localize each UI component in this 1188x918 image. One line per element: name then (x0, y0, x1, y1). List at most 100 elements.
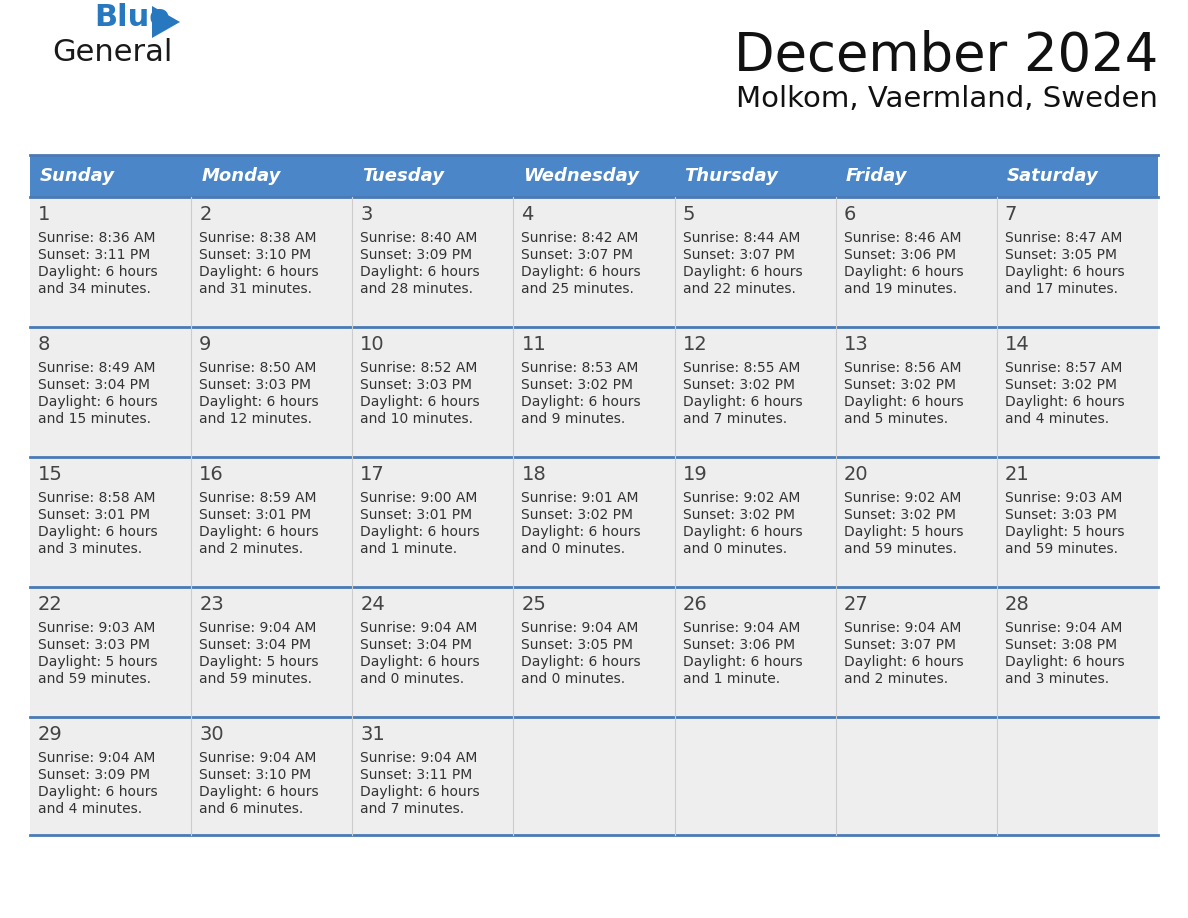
Text: 27: 27 (843, 595, 868, 614)
Text: Sunrise: 8:49 AM: Sunrise: 8:49 AM (38, 361, 156, 375)
Text: Sunset: 3:01 PM: Sunset: 3:01 PM (38, 508, 150, 522)
Text: and 4 minutes.: and 4 minutes. (1005, 412, 1108, 426)
Text: Daylight: 6 hours: Daylight: 6 hours (683, 395, 802, 409)
Text: Sunrise: 8:42 AM: Sunrise: 8:42 AM (522, 231, 639, 245)
Text: Sunset: 3:05 PM: Sunset: 3:05 PM (522, 638, 633, 652)
Bar (353, 587, 513, 717)
Text: Sunrise: 8:46 AM: Sunrise: 8:46 AM (843, 231, 961, 245)
Bar (675, 587, 835, 717)
Text: Sunset: 3:05 PM: Sunset: 3:05 PM (1005, 248, 1117, 262)
Text: Sunset: 3:03 PM: Sunset: 3:03 PM (38, 638, 150, 652)
Text: Sunset: 3:04 PM: Sunset: 3:04 PM (360, 638, 473, 652)
Text: Daylight: 6 hours: Daylight: 6 hours (843, 395, 963, 409)
Bar (835, 717, 997, 835)
Text: and 2 minutes.: and 2 minutes. (843, 672, 948, 686)
Text: Daylight: 6 hours: Daylight: 6 hours (683, 265, 802, 279)
Text: Sunrise: 9:03 AM: Sunrise: 9:03 AM (1005, 491, 1123, 505)
Text: Daylight: 6 hours: Daylight: 6 hours (683, 525, 802, 539)
Text: Sunset: 3:02 PM: Sunset: 3:02 PM (843, 508, 955, 522)
Text: Daylight: 6 hours: Daylight: 6 hours (200, 525, 318, 539)
Bar (353, 155, 513, 197)
Text: Daylight: 6 hours: Daylight: 6 hours (1005, 655, 1125, 669)
Text: Sunrise: 8:59 AM: Sunrise: 8:59 AM (200, 491, 317, 505)
Text: 23: 23 (200, 595, 223, 614)
Text: and 0 minutes.: and 0 minutes. (683, 542, 786, 556)
Text: 13: 13 (843, 335, 868, 354)
Text: and 1 minute.: and 1 minute. (683, 672, 779, 686)
Text: and 25 minutes.: and 25 minutes. (522, 282, 634, 296)
Text: Sunset: 3:01 PM: Sunset: 3:01 PM (200, 508, 311, 522)
Bar (513, 587, 675, 717)
Text: 8: 8 (38, 335, 50, 354)
Text: and 12 minutes.: and 12 minutes. (200, 412, 312, 426)
Text: Sunset: 3:10 PM: Sunset: 3:10 PM (200, 248, 311, 262)
Bar (191, 197, 353, 327)
Text: 28: 28 (1005, 595, 1030, 614)
Text: Sunset: 3:07 PM: Sunset: 3:07 PM (683, 248, 795, 262)
Text: Sunset: 3:07 PM: Sunset: 3:07 PM (843, 638, 955, 652)
Text: Sunset: 3:09 PM: Sunset: 3:09 PM (38, 768, 150, 782)
Bar (30, 327, 191, 457)
Text: Friday: Friday (846, 167, 908, 185)
Bar (675, 155, 835, 197)
Text: Daylight: 6 hours: Daylight: 6 hours (38, 525, 158, 539)
Text: 16: 16 (200, 465, 223, 484)
Text: Sunset: 3:10 PM: Sunset: 3:10 PM (200, 768, 311, 782)
Text: Sunrise: 9:04 AM: Sunrise: 9:04 AM (200, 621, 316, 635)
Text: 20: 20 (843, 465, 868, 484)
Text: Daylight: 6 hours: Daylight: 6 hours (38, 265, 158, 279)
Text: 5: 5 (683, 205, 695, 224)
Text: Daylight: 6 hours: Daylight: 6 hours (38, 395, 158, 409)
Text: Daylight: 6 hours: Daylight: 6 hours (360, 655, 480, 669)
Text: 1: 1 (38, 205, 50, 224)
Bar (997, 155, 1158, 197)
Text: 22: 22 (38, 595, 63, 614)
Text: 3: 3 (360, 205, 373, 224)
Text: Sunrise: 9:04 AM: Sunrise: 9:04 AM (683, 621, 800, 635)
Text: Monday: Monday (201, 167, 280, 185)
Bar (30, 587, 191, 717)
Text: Sunset: 3:08 PM: Sunset: 3:08 PM (1005, 638, 1117, 652)
Bar (997, 457, 1158, 587)
Text: Sunrise: 8:44 AM: Sunrise: 8:44 AM (683, 231, 800, 245)
Text: 17: 17 (360, 465, 385, 484)
Bar (513, 717, 675, 835)
Text: 7: 7 (1005, 205, 1017, 224)
Bar (30, 457, 191, 587)
Text: Sunset: 3:04 PM: Sunset: 3:04 PM (38, 378, 150, 392)
Text: and 7 minutes.: and 7 minutes. (360, 802, 465, 816)
Bar (191, 327, 353, 457)
Text: Daylight: 6 hours: Daylight: 6 hours (200, 785, 318, 799)
Text: Sunrise: 8:47 AM: Sunrise: 8:47 AM (1005, 231, 1123, 245)
Text: 19: 19 (683, 465, 707, 484)
Text: Sunset: 3:02 PM: Sunset: 3:02 PM (1005, 378, 1117, 392)
Text: and 3 minutes.: and 3 minutes. (38, 542, 143, 556)
Text: Sunrise: 9:01 AM: Sunrise: 9:01 AM (522, 491, 639, 505)
Bar (997, 197, 1158, 327)
Bar (513, 327, 675, 457)
Bar (191, 457, 353, 587)
Text: Sunset: 3:11 PM: Sunset: 3:11 PM (360, 768, 473, 782)
Text: and 59 minutes.: and 59 minutes. (200, 672, 312, 686)
Text: Sunset: 3:06 PM: Sunset: 3:06 PM (843, 248, 956, 262)
Text: Daylight: 6 hours: Daylight: 6 hours (1005, 395, 1125, 409)
Bar (353, 327, 513, 457)
Text: Sunrise: 9:04 AM: Sunrise: 9:04 AM (522, 621, 639, 635)
Bar (513, 155, 675, 197)
Text: Sunrise: 9:04 AM: Sunrise: 9:04 AM (360, 621, 478, 635)
Text: Tuesday: Tuesday (362, 167, 444, 185)
Text: Molkom, Vaermland, Sweden: Molkom, Vaermland, Sweden (737, 85, 1158, 113)
Text: Sunrise: 9:03 AM: Sunrise: 9:03 AM (38, 621, 156, 635)
Text: and 0 minutes.: and 0 minutes. (522, 542, 626, 556)
Text: Sunset: 3:02 PM: Sunset: 3:02 PM (522, 508, 633, 522)
Text: 4: 4 (522, 205, 533, 224)
Text: Daylight: 6 hours: Daylight: 6 hours (38, 785, 158, 799)
Text: Sunrise: 9:04 AM: Sunrise: 9:04 AM (38, 751, 156, 765)
Text: Daylight: 6 hours: Daylight: 6 hours (843, 265, 963, 279)
Bar (675, 197, 835, 327)
Text: and 1 minute.: and 1 minute. (360, 542, 457, 556)
Bar (191, 717, 353, 835)
Bar (30, 717, 191, 835)
Text: 26: 26 (683, 595, 707, 614)
Text: 29: 29 (38, 725, 63, 744)
